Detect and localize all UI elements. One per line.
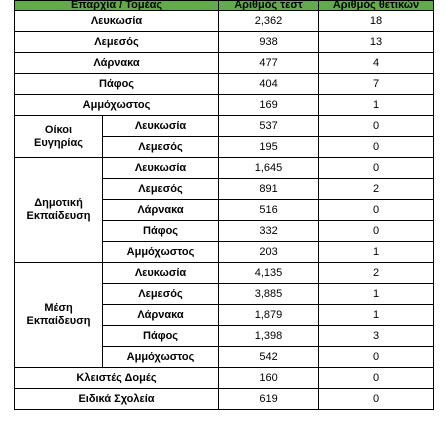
- row-label: Ειδικά Σχολεία: [13, 388, 220, 410]
- group-label-line: Δημοτική: [34, 197, 83, 209]
- tests-cell: 477: [218, 52, 320, 74]
- tests-cell: 938: [218, 31, 320, 53]
- row-label: Κλειστές Δομές: [13, 367, 220, 389]
- tests-cell: 169: [218, 94, 320, 116]
- table-row: Πάφος 1,398 3: [15, 325, 435, 347]
- tests-cell: 1,879: [218, 304, 320, 326]
- row-label: Λεμεσός: [101, 136, 220, 158]
- tests-cell: 1,645: [218, 157, 320, 179]
- positives-cell: 1: [318, 241, 435, 263]
- tests-cell: 3,885: [218, 283, 320, 305]
- row-label: Αμμόχωστος: [101, 241, 220, 263]
- table-row: Λεμεσός 938 13: [13, 31, 435, 53]
- group-label: Δημοτική Εκπαίδευση: [14, 157, 103, 263]
- tests-cell: 537: [218, 115, 320, 137]
- tests-cell: 203: [218, 241, 320, 263]
- tests-cell: 516: [218, 199, 320, 221]
- group-label-line: Οίκοι: [44, 123, 73, 136]
- positives-cell: 7: [318, 73, 435, 95]
- table-row: Λευκωσία 2,362 18: [13, 10, 435, 32]
- table-row: Αμμόχωστος 542 0: [15, 346, 435, 368]
- row-label: Λάρνακα: [13, 52, 220, 74]
- row-label: Πάφος: [101, 325, 220, 347]
- positives-cell: 13: [318, 31, 435, 53]
- row-label: Πάφος: [101, 220, 220, 242]
- group-label-line: Εκπαίδευση: [26, 210, 91, 222]
- table-row: Πάφος 404 7: [13, 73, 435, 95]
- table-row: Ειδικά Σχολεία 619 0: [13, 388, 435, 410]
- tests-cell: 542: [218, 346, 320, 368]
- header-tests: Αριθμός τεστ: [218, 0, 320, 11]
- group-label-line: Εκπαίδευση: [26, 315, 91, 327]
- group-label-line: Μέση: [44, 302, 73, 314]
- tests-cell: 404: [218, 73, 320, 95]
- row-label: Λευκωσία: [13, 10, 220, 32]
- row-label: Λευκωσία: [101, 115, 220, 137]
- row-label: Λεμεσός: [13, 31, 220, 53]
- tests-cell: 1,398: [218, 325, 320, 347]
- tests-cell: 619: [218, 388, 320, 410]
- tests-cell: 195: [218, 136, 320, 158]
- row-label: Αμμόχωστος: [101, 346, 220, 368]
- positives-cell: 2: [318, 178, 435, 200]
- header-positives: Αριθμός θετικών: [318, 0, 435, 11]
- row-label: Λευκωσία: [101, 157, 220, 179]
- positives-cell: 0: [318, 199, 435, 221]
- positives-cell: 1: [318, 94, 435, 116]
- positives-cell: 0: [318, 136, 435, 158]
- tests-cell: 2,362: [218, 10, 320, 32]
- positives-cell: 3: [318, 325, 435, 347]
- header-district: Επαρχία / Τομέας: [13, 0, 220, 11]
- row-label: Λάρνακα: [101, 199, 220, 221]
- table-row: Αμμόχωστος 169 1: [13, 94, 435, 116]
- row-label: Αμμόχωστος: [13, 94, 220, 116]
- row-label: Λευκωσία: [101, 262, 220, 284]
- positives-cell: 2: [318, 262, 435, 284]
- positives-cell: 0: [318, 157, 435, 179]
- table-row: Λάρνακα 477 4: [13, 52, 435, 74]
- testing-results-table: Επαρχία / Τομέας Αριθμός τεστ Αριθμός θε…: [13, 0, 435, 410]
- positives-cell: 0: [318, 367, 435, 389]
- table-row: Οίκοι Ευγηρίας Λευκωσία 537 0: [14, 115, 435, 158]
- row-label: Λάρνακα: [101, 304, 220, 326]
- table-row: Κλειστές Δομές 160 0: [13, 367, 435, 389]
- positives-cell: 18: [318, 10, 435, 32]
- table-row: Μέση Εκπαίδευση Λευκωσία 4,135 2: [14, 262, 435, 368]
- positives-cell: 1: [318, 304, 435, 326]
- positives-cell: 0: [318, 346, 435, 368]
- positives-cell: 0: [318, 220, 435, 242]
- row-label: Λεμεσός: [101, 178, 220, 200]
- positives-cell: 0: [318, 388, 435, 410]
- positives-cell: 0: [318, 115, 435, 137]
- row-label: Λεμεσός: [101, 283, 220, 305]
- tests-cell: 4,135: [218, 262, 320, 284]
- tests-cell: 332: [218, 220, 320, 242]
- row-label: Πάφος: [13, 73, 220, 95]
- header-row: Επαρχία / Τομέας Αριθμός τεστ Αριθμός θε…: [13, 0, 435, 11]
- positives-cell: 4: [318, 52, 435, 74]
- group-label-line: Ευγηρίας: [34, 136, 83, 149]
- positives-cell: 1: [318, 283, 435, 305]
- group-label: Οίκοι Ευγηρίας: [14, 115, 103, 158]
- tests-cell: 160: [218, 367, 320, 389]
- table-row: Δημοτική Εκπαίδευση Λευκωσία 1,645 0: [14, 157, 435, 263]
- group-label: Μέση Εκπαίδευση: [14, 262, 103, 368]
- tests-cell: 891: [218, 178, 320, 200]
